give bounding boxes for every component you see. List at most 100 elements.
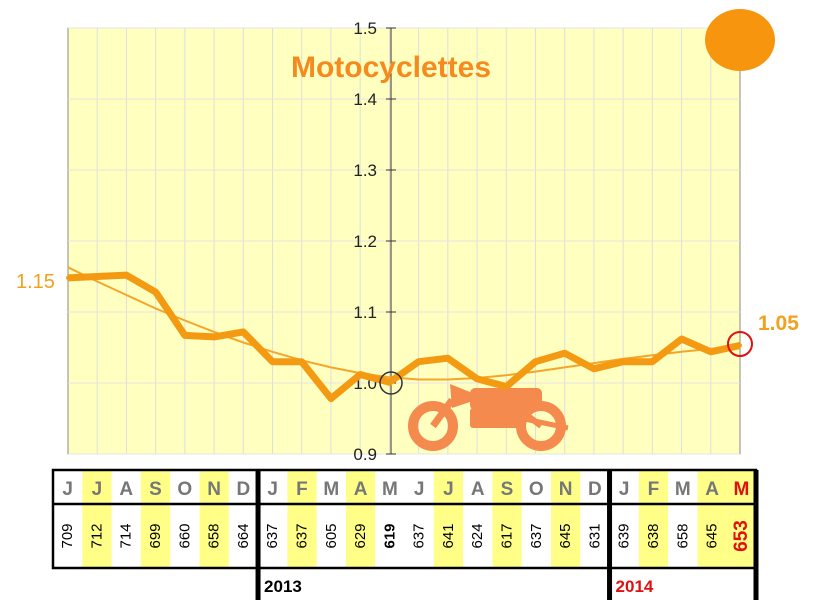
- highlight-cell: [345, 470, 376, 568]
- data-point: [708, 349, 713, 354]
- y-tick-label: 1.5: [353, 19, 377, 38]
- month-label: F: [296, 479, 308, 500]
- count-value: 645: [704, 523, 721, 548]
- data-point: [650, 359, 655, 364]
- highlight-cell: [140, 470, 171, 568]
- month-label: J: [414, 479, 425, 500]
- month-label: D: [588, 479, 602, 500]
- data-point: [270, 359, 275, 364]
- motorcycle-icon: [408, 384, 569, 451]
- data-point: [475, 376, 480, 381]
- data-point: [738, 343, 742, 348]
- data-points: [66, 273, 742, 401]
- month-label: A: [705, 479, 719, 500]
- month-table: J 709 J 712 A 714 S 699 O 660 N 658 D 664 J 637 F 637 M 605…: [51, 468, 759, 600]
- data-point: [124, 273, 129, 278]
- month-label: M: [733, 479, 749, 500]
- count-value: 664: [235, 523, 252, 548]
- data-point: [182, 333, 187, 338]
- month-label: D: [237, 479, 251, 500]
- data-point: [416, 359, 421, 364]
- y-tick-label: 0.9: [353, 445, 377, 464]
- count-value: 605: [323, 523, 340, 548]
- count-value: 699: [147, 523, 164, 548]
- highlight-cell: [82, 470, 112, 568]
- month-label: J: [62, 479, 73, 500]
- month-label: A: [471, 479, 485, 500]
- highlight-cell: [433, 470, 464, 568]
- data-point: [591, 366, 596, 371]
- count-value: 637: [293, 523, 310, 548]
- count-value: 617: [499, 523, 516, 548]
- month-label: J: [92, 479, 103, 500]
- data-point: [445, 356, 450, 361]
- data-point: [679, 336, 684, 341]
- count-value: 629: [352, 523, 369, 548]
- data-point: [328, 396, 333, 401]
- count-value: 714: [118, 523, 135, 548]
- data-point: [153, 290, 158, 295]
- chart-title: Motocyclettes: [291, 51, 491, 84]
- count-value: 637: [264, 523, 281, 548]
- month-label: A: [119, 479, 133, 500]
- month-label: M: [675, 479, 691, 500]
- month-label: N: [207, 479, 221, 500]
- data-line: [67, 271, 741, 403]
- data-point: [212, 334, 217, 339]
- data-point: [387, 380, 392, 385]
- highlight-cell: [726, 470, 756, 568]
- data-point: [66, 275, 70, 280]
- highlight-cell: [492, 470, 522, 568]
- data-point: [299, 359, 304, 364]
- count-value: 637: [528, 523, 545, 548]
- count-value: 641: [440, 523, 457, 548]
- month-label: J: [443, 479, 454, 500]
- sun-decoration: [705, 9, 775, 71]
- data-point: [358, 372, 363, 377]
- gridlines: [68, 27, 740, 455]
- count-value: 658: [206, 523, 223, 548]
- month-label: M: [323, 479, 339, 500]
- month-label: N: [559, 479, 573, 500]
- count-value: 658: [674, 523, 691, 548]
- end-value-label: 1.05: [758, 312, 799, 335]
- count-value: 709: [59, 523, 76, 548]
- count-value: 639: [616, 523, 633, 548]
- count-value: 637: [411, 523, 428, 548]
- start-value-label: 1.15: [16, 271, 55, 293]
- month-label: O: [177, 479, 192, 500]
- highlight-cell: [287, 470, 317, 568]
- count-value: 653: [731, 520, 752, 552]
- reference-circle: [379, 371, 403, 395]
- count-value: 638: [645, 523, 662, 548]
- data-point: [621, 359, 626, 364]
- end-point-circle: [727, 331, 753, 357]
- data-point: [241, 329, 246, 334]
- count-value: 619: [381, 523, 398, 548]
- data-point: [95, 274, 100, 279]
- y-tick-label: 1.1: [353, 303, 377, 322]
- y-tick-label: 1.3: [353, 161, 377, 180]
- y-tick-label: 1.4: [353, 90, 377, 109]
- highlight-cell: [638, 470, 669, 568]
- count-value: 624: [469, 523, 486, 548]
- highlight-cell: [550, 470, 581, 568]
- count-value: 712: [88, 523, 105, 548]
- highlight-cell: [199, 470, 229, 568]
- count-value: 660: [176, 523, 193, 548]
- month-label: F: [648, 479, 660, 500]
- year-label-2013: 2013: [264, 577, 302, 596]
- month-label: S: [149, 479, 162, 500]
- highlight-cell: [697, 470, 727, 568]
- month-label: S: [501, 479, 514, 500]
- month-label: J: [267, 479, 278, 500]
- count-value: 645: [557, 523, 574, 548]
- year-label-2014: 2014: [616, 577, 654, 596]
- month-label: A: [354, 479, 368, 500]
- month-label: J: [619, 479, 630, 500]
- y-tick-label: 1.2: [353, 232, 377, 251]
- data-point: [504, 384, 509, 389]
- month-label: O: [529, 479, 544, 500]
- data-point: [533, 359, 538, 364]
